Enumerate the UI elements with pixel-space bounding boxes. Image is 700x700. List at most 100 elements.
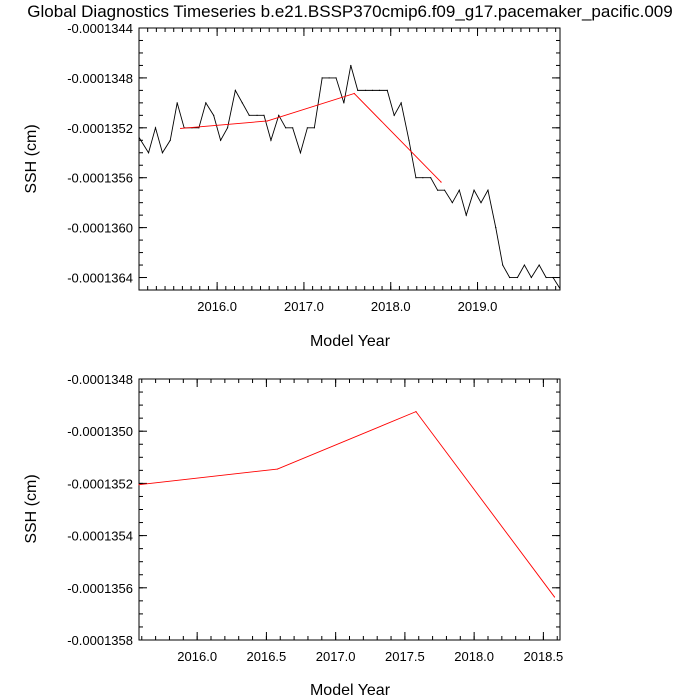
top-data-point bbox=[292, 127, 294, 129]
top-data-point bbox=[393, 114, 395, 116]
top-x-tick-label: 2019.0 bbox=[458, 299, 498, 314]
top-data-point bbox=[343, 102, 345, 104]
top-data-point bbox=[400, 102, 402, 104]
top-data-point bbox=[509, 276, 511, 279]
top-data-point bbox=[538, 264, 540, 266]
top-data-point bbox=[161, 152, 164, 154]
top-data-point bbox=[335, 77, 337, 79]
top-data-point bbox=[140, 139, 142, 141]
top-data-point bbox=[386, 89, 388, 91]
top-data-point bbox=[180, 127, 182, 130]
bottom-axis-ticks: 2016.0 2016.5 2017.0 2017.5 2018.0 2018.5 -0.0… bbox=[67, 372, 563, 664]
top-series-line-black bbox=[139, 65, 560, 290]
top-y-tick-label: -0.0001344 bbox=[67, 21, 133, 36]
top-data-point bbox=[256, 114, 258, 116]
top-data-point bbox=[516, 276, 519, 279]
top-data-point bbox=[502, 264, 504, 266]
top-data-point bbox=[226, 127, 229, 129]
bottom-data-point bbox=[553, 596, 556, 598]
bottom-y-tick-label: -0.0001356 bbox=[67, 581, 133, 596]
bottom-y-tick-label: -0.0001358 bbox=[67, 633, 133, 648]
top-x-tick-label: 2016.0 bbox=[197, 299, 237, 314]
top-series bbox=[139, 64, 560, 290]
top-data-point bbox=[321, 77, 323, 79]
top-data-point bbox=[147, 152, 150, 154]
top-x-tick-label: 2018.0 bbox=[371, 299, 411, 314]
top-data-point bbox=[415, 177, 417, 179]
bottom-panel: 2016.0 2016.5 2017.0 2017.5 2018.0 2018.5 -0.0… bbox=[23, 372, 563, 699]
top-data-point bbox=[430, 177, 432, 179]
top-plot-frame bbox=[138, 27, 561, 291]
top-data-point bbox=[270, 139, 272, 141]
top-data-point bbox=[241, 102, 243, 104]
top-data-point bbox=[552, 276, 554, 279]
bottom-x-tick-label: 2016.5 bbox=[247, 649, 287, 664]
top-data-point bbox=[408, 139, 410, 141]
top-data-point bbox=[266, 120, 269, 122]
top-data-point bbox=[523, 264, 526, 266]
top-y-axis-label: SSH (cm) bbox=[23, 124, 40, 193]
top-y-tick-label: -0.0001364 bbox=[67, 271, 133, 286]
top-data-point bbox=[480, 202, 482, 204]
top-data-point bbox=[234, 89, 236, 91]
top-x-tick-label: 2017.0 bbox=[284, 299, 324, 314]
top-data-point bbox=[299, 152, 302, 154]
top-data-point bbox=[364, 89, 367, 91]
bottom-y-tick-label: -0.0001348 bbox=[67, 372, 133, 387]
top-data-point bbox=[176, 102, 178, 104]
bottom-x-axis-label: Model Year bbox=[310, 682, 391, 699]
top-data-point bbox=[530, 276, 532, 279]
bottom-data-point bbox=[415, 411, 417, 413]
bottom-data-point bbox=[276, 468, 279, 470]
bottom-plot-frame bbox=[138, 378, 561, 641]
top-data-point bbox=[248, 114, 250, 116]
top-data-point bbox=[451, 202, 453, 204]
top-data-point bbox=[313, 127, 315, 129]
top-data-point bbox=[169, 139, 171, 141]
bottom-x-tick-label: 2016.0 bbox=[177, 649, 217, 664]
top-axis-ticks: 2016.0 2017.0 2018.0 2019.0 -0.0001344 -0.000… bbox=[67, 21, 560, 314]
top-data-point bbox=[422, 177, 424, 179]
bottom-x-tick-label: 2018.5 bbox=[523, 649, 563, 664]
bottom-x-tick-label: 2017.0 bbox=[316, 649, 356, 664]
top-data-point bbox=[198, 127, 200, 129]
top-data-point bbox=[495, 227, 497, 229]
chart-title: Global Diagnostics Timeseries b.e21.BSSP… bbox=[27, 2, 672, 21]
top-data-point bbox=[545, 276, 547, 279]
top-data-point bbox=[285, 127, 287, 129]
top-data-point bbox=[473, 189, 475, 191]
top-data-point bbox=[220, 139, 222, 141]
top-data-point bbox=[378, 89, 381, 91]
top-data-point bbox=[357, 89, 359, 91]
top-data-point bbox=[154, 127, 157, 129]
top-data-point bbox=[487, 189, 489, 191]
top-data-point bbox=[205, 102, 207, 104]
top-y-tick-label: -0.0001360 bbox=[67, 221, 133, 236]
bottom-y-tick-label: -0.0001350 bbox=[67, 424, 133, 439]
bottom-series bbox=[138, 411, 556, 598]
top-panel: 2016.0 2017.0 2018.0 2019.0 -0.0001344 -0.000… bbox=[23, 21, 561, 350]
top-data-point bbox=[213, 114, 215, 116]
bottom-y-tick-label: -0.0001354 bbox=[67, 529, 133, 544]
top-y-tick-label: -0.0001356 bbox=[67, 171, 133, 186]
top-x-axis-label: Model Year bbox=[310, 333, 391, 350]
top-data-point bbox=[440, 181, 442, 183]
top-data-point bbox=[328, 77, 330, 79]
top-data-point bbox=[437, 189, 439, 191]
bottom-y-tick-label: -0.0001352 bbox=[67, 476, 133, 491]
top-data-point bbox=[350, 64, 352, 67]
bottom-y-axis-label: SSH (cm) bbox=[23, 474, 40, 543]
top-data-point bbox=[263, 114, 265, 116]
top-y-tick-label: -0.0001348 bbox=[67, 71, 133, 86]
top-data-point bbox=[443, 189, 446, 191]
top-series-line-red bbox=[180, 92, 442, 183]
top-data-point bbox=[458, 189, 460, 191]
bottom-data-point bbox=[138, 484, 140, 486]
top-data-point bbox=[371, 89, 374, 91]
top-data-point bbox=[465, 214, 467, 216]
top-y-tick-label: -0.0001352 bbox=[67, 121, 133, 136]
bottom-series-line-red bbox=[139, 411, 555, 598]
top-data-point bbox=[353, 92, 355, 95]
bottom-x-tick-label: 2017.5 bbox=[385, 649, 425, 664]
